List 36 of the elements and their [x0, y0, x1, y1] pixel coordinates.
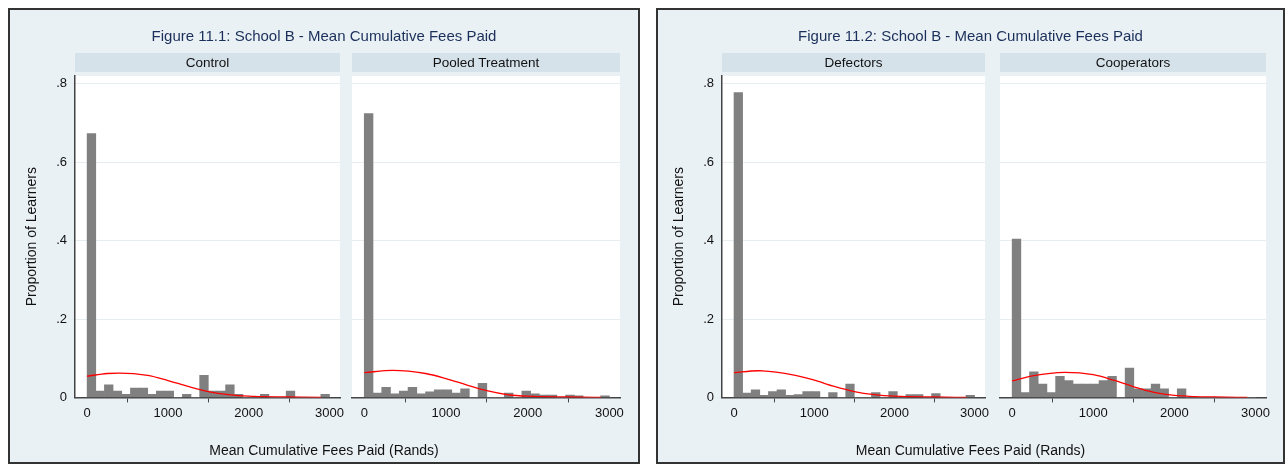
y-tick-label: .4: [56, 232, 67, 248]
y-tick-label: .2: [703, 310, 714, 326]
x-tick-label: 0: [83, 404, 91, 420]
x-axis-title: Mean Cumulative Fees Paid (Rands): [854, 442, 1087, 458]
x-tick-label: 3000: [960, 404, 990, 420]
x-axis-title: Mean Cumulative Fees Paid (Rands): [208, 442, 440, 458]
x-tick-label: 3000: [315, 404, 344, 420]
x-tick-label: 0: [360, 404, 368, 420]
y-tick-label: .6: [703, 153, 714, 169]
x-tick-label: 3000: [1241, 404, 1270, 420]
x-tick-label: 2000: [513, 404, 543, 420]
x-tick-label: 2000: [234, 404, 264, 420]
x-tick-label: 0: [1008, 404, 1016, 420]
y-tick-label: 0: [706, 388, 714, 404]
y-tick-label: .4: [703, 232, 714, 248]
x-tick-label: 1000: [153, 404, 183, 420]
x-tick-label: 0: [730, 404, 738, 420]
y-axis-title: Proportion of Learners: [23, 167, 40, 307]
y-tick-label: .8: [703, 75, 714, 91]
x-tick-label: 1000: [799, 404, 829, 420]
y-axis-title: Proportion of Learners: [670, 167, 687, 307]
chart-subtitle: Control: [75, 53, 340, 72]
chart-title: Figure 11.2: School B - Mean Cumulative Fees Paid: [797, 27, 1144, 44]
x-tick-label: 2000: [1159, 404, 1189, 420]
chart-title: Figure 11.1: School B - Mean Cumulative Fees Paid: [150, 27, 498, 44]
y-tick-label: 0: [59, 388, 67, 404]
chart-subtitle: Cooperators: [1000, 53, 1266, 72]
x-tick-label: 1000: [431, 404, 461, 420]
x-tick-label: 2000: [879, 404, 909, 420]
chart-subtitle: Defectors: [722, 53, 985, 72]
chart-subtitle: Pooled Treatment: [352, 53, 620, 72]
x-tick-label: 1000: [1078, 404, 1108, 420]
y-tick-label: .2: [56, 310, 67, 326]
y-tick-label: .8: [56, 75, 67, 91]
y-tick-label: .6: [56, 153, 67, 169]
x-tick-label: 3000: [594, 404, 624, 420]
